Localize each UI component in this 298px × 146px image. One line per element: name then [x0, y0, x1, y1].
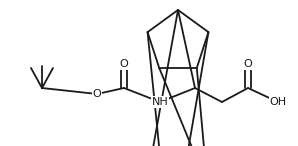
Text: O: O [93, 89, 101, 99]
Text: NH: NH [152, 97, 168, 107]
Text: O: O [119, 59, 128, 69]
Text: OH: OH [269, 97, 287, 107]
Text: O: O [244, 59, 252, 69]
